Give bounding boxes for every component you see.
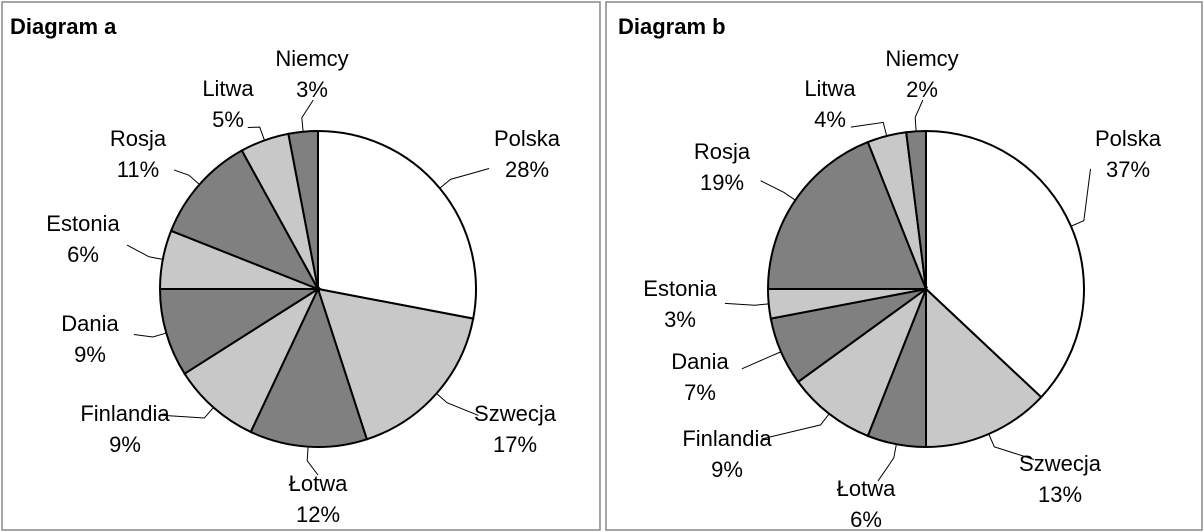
leader-line [301, 99, 314, 132]
slice-label: Dania [671, 349, 729, 374]
slice-value-label: 3% [664, 307, 696, 332]
leader-line [761, 413, 830, 440]
slice-value-label: 9% [109, 432, 141, 457]
slice-label: Polska [1095, 126, 1162, 151]
slice-value-label: 3% [296, 77, 328, 102]
slice-value-label: 6% [850, 507, 882, 532]
leader-line [161, 407, 214, 419]
slice-value-label: 19% [700, 170, 744, 195]
slice-label: Estonia [643, 276, 717, 301]
panel-border [1, 1, 601, 531]
slice-value-label: 9% [711, 457, 743, 482]
slice-label: Łotwa [837, 476, 896, 501]
leader-line [1070, 168, 1091, 227]
slice-value-label: 13% [1038, 482, 1082, 507]
pie-slice [796, 286, 929, 438]
pie-slice [158, 288, 322, 376]
chart-title: Diagram b [618, 14, 726, 39]
slice-label: Estonia [46, 211, 120, 236]
pie-slice [316, 287, 475, 441]
leader-line [173, 169, 200, 185]
slice-label: Finlandia [80, 401, 170, 426]
slice-label: Litwa [202, 76, 254, 101]
slice-label: Szwecja [1019, 451, 1102, 476]
leader-line [436, 393, 479, 416]
slice-value-label: 37% [1106, 157, 1150, 182]
leader-line [133, 332, 167, 338]
leader-line [439, 168, 490, 189]
slice-label: Szwecja [474, 401, 557, 426]
leader-line [914, 99, 924, 132]
slice-label: Finlandia [682, 426, 772, 451]
slice-label: Litwa [804, 76, 856, 101]
slice-label: Niemcy [885, 46, 958, 71]
slice-value-label: 6% [67, 242, 99, 267]
pie-slice [317, 129, 477, 320]
chart-title: Diagram a [10, 14, 117, 39]
slice-label: Polska [494, 126, 561, 151]
pie-slice [287, 129, 319, 290]
slice-value-label: 9% [74, 342, 106, 367]
slice-label: Niemcy [275, 46, 348, 71]
leader-line [760, 180, 796, 201]
leader-line [877, 444, 897, 482]
slice-value-label: 5% [212, 107, 244, 132]
slice-value-label: 17% [493, 432, 537, 457]
leader-line [988, 433, 1035, 461]
pie-slice [169, 149, 321, 291]
slice-value-label: 2% [906, 77, 938, 102]
slice-value-label: 7% [684, 380, 716, 405]
pie-slice [766, 140, 928, 290]
slice-value-label: 28% [505, 157, 549, 182]
slice-value-label: 12% [296, 502, 340, 527]
panel-border [605, 1, 1203, 531]
slice-value-label: 4% [814, 107, 846, 132]
leader-line [724, 302, 769, 306]
slice-label: Dania [61, 311, 119, 336]
leader-line [306, 446, 319, 476]
pie-slice [905, 129, 927, 290]
leader-line [126, 244, 163, 260]
slice-value-label: 11% [117, 157, 159, 182]
leader-line [247, 126, 265, 141]
slice-label: Rosja [694, 139, 751, 164]
leader-line [850, 121, 888, 137]
pie-slice [183, 286, 321, 434]
slice-label: Rosja [110, 126, 167, 151]
slice-label: Łotwa [289, 471, 348, 496]
pie-slice [925, 286, 1043, 449]
leader-line [741, 351, 782, 370]
